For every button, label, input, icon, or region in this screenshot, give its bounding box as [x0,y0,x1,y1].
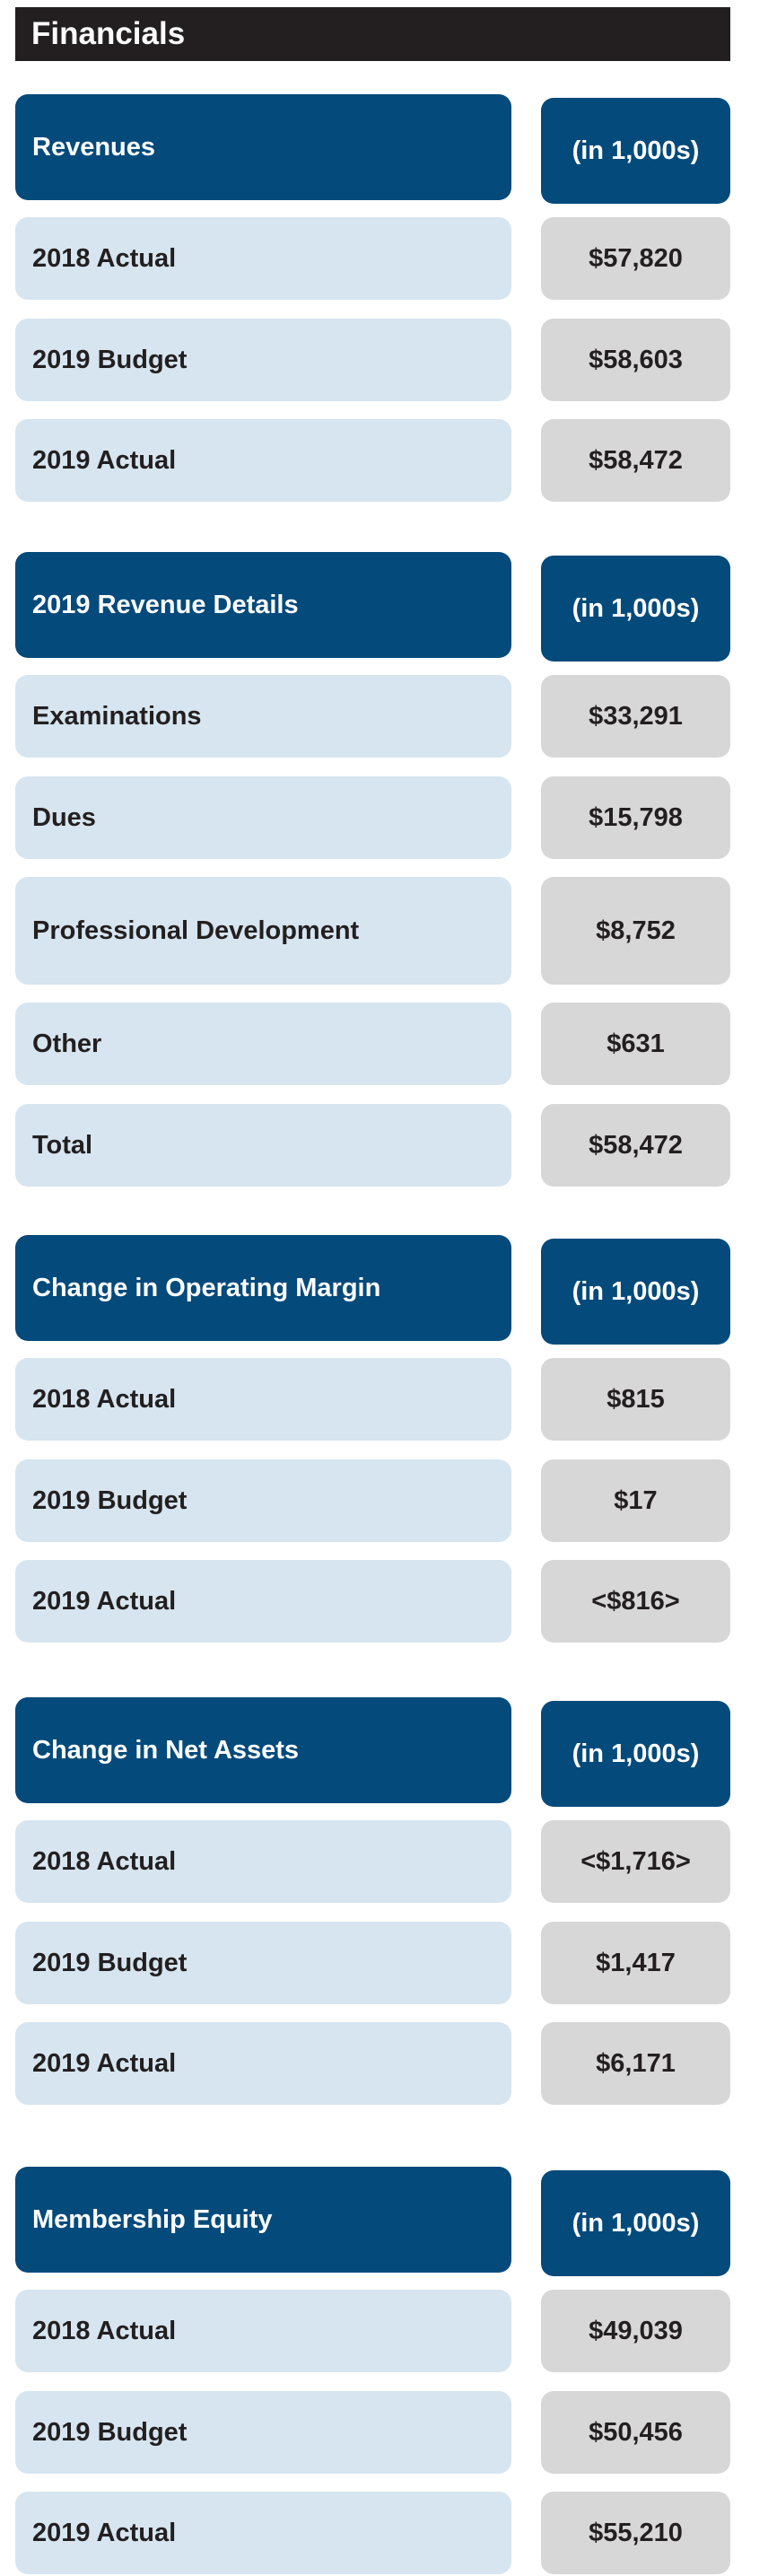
row-value: $8,752 [541,877,730,985]
unit-badge: (in 1,000s) [541,1701,730,1807]
unit-badge: (in 1,000s) [541,98,730,204]
table-row: Professional Development $8,752 [15,877,730,985]
row-value: $55,210 [541,2492,730,2574]
table-row: 2019 Actual $6,171 [15,2022,730,2105]
row-value: $33,291 [541,675,730,758]
section-title: Change in Operating Margin [15,1235,511,1341]
row-label: 2019 Actual [15,1560,511,1643]
table-row: 2019 Budget $1,417 [15,1922,730,2004]
table-row: 2018 Actual $57,820 [15,217,730,300]
row-value: $58,472 [541,419,730,502]
section-header: 2019 Revenue Details (in 1,000s) [15,552,730,662]
row-label: 2019 Budget [15,1922,511,2004]
row-value: $6,171 [541,2022,730,2105]
revenues-section: Revenues (in 1,000s) 2018 Actual $57,820… [15,94,730,502]
section-title: Change in Net Assets [15,1697,511,1803]
table-row: Other $631 [15,1003,730,1085]
table-row: 2018 Actual $49,039 [15,2290,730,2372]
unit-badge: (in 1,000s) [541,2170,730,2276]
row-label: Other [15,1003,511,1085]
row-label: Examinations [15,675,511,758]
section-header: Membership Equity (in 1,000s) [15,2167,730,2276]
row-label: 2018 Actual [15,217,511,300]
section-title: Membership Equity [15,2167,511,2273]
row-value: $17 [541,1459,730,1542]
section-header: Change in Net Assets (in 1,000s) [15,1697,730,1807]
membership-equity-section: Membership Equity (in 1,000s) 2018 Actua… [15,2167,730,2574]
section-header: Revenues (in 1,000s) [15,94,730,204]
section-header: Change in Operating Margin (in 1,000s) [15,1235,730,1345]
revenue-details-section: 2019 Revenue Details (in 1,000s) Examina… [15,552,730,1187]
unit-badge: (in 1,000s) [541,556,730,662]
table-row: 2019 Actual <$816> [15,1560,730,1643]
row-label: 2018 Actual [15,1820,511,1903]
row-value: $58,472 [541,1104,730,1187]
row-label: Dues [15,776,511,859]
table-row: 2019 Actual $55,210 [15,2492,730,2574]
row-label: 2018 Actual [15,2290,511,2372]
row-value: $815 [541,1358,730,1441]
row-label: 2019 Actual [15,2492,511,2574]
table-row: 2019 Budget $17 [15,1459,730,1542]
row-label: Professional Development [15,877,511,985]
table-row: Total $58,472 [15,1104,730,1187]
row-value: $49,039 [541,2290,730,2372]
table-row: 2018 Actual <$1,716> [15,1820,730,1903]
table-row: 2019 Budget $58,603 [15,319,730,401]
row-value: $50,456 [541,2391,730,2474]
section-title: Revenues [15,94,511,200]
row-value: <$816> [541,1560,730,1643]
row-value: $58,603 [541,319,730,401]
row-label: 2019 Budget [15,1459,511,1542]
net-assets-section: Change in Net Assets (in 1,000s) 2018 Ac… [15,1697,730,2105]
section-title: 2019 Revenue Details [15,552,511,658]
page-title: Financials [15,7,730,61]
unit-badge: (in 1,000s) [541,1239,730,1345]
row-value: <$1,716> [541,1820,730,1903]
table-row: Examinations $33,291 [15,675,730,758]
row-label: 2018 Actual [15,1358,511,1441]
row-value: $15,798 [541,776,730,859]
row-value: $57,820 [541,217,730,300]
operating-margin-section: Change in Operating Margin (in 1,000s) 2… [15,1235,730,1643]
row-label: 2019 Budget [15,2391,511,2474]
row-label: 2019 Actual [15,2022,511,2105]
row-value: $631 [541,1003,730,1085]
table-row: Dues $15,798 [15,776,730,859]
table-row: 2019 Budget $50,456 [15,2391,730,2474]
row-label: 2019 Actual [15,419,511,502]
table-row: 2018 Actual $815 [15,1358,730,1441]
row-label: Total [15,1104,511,1187]
table-row: 2019 Actual $58,472 [15,419,730,502]
row-value: $1,417 [541,1922,730,2004]
row-label: 2019 Budget [15,319,511,401]
